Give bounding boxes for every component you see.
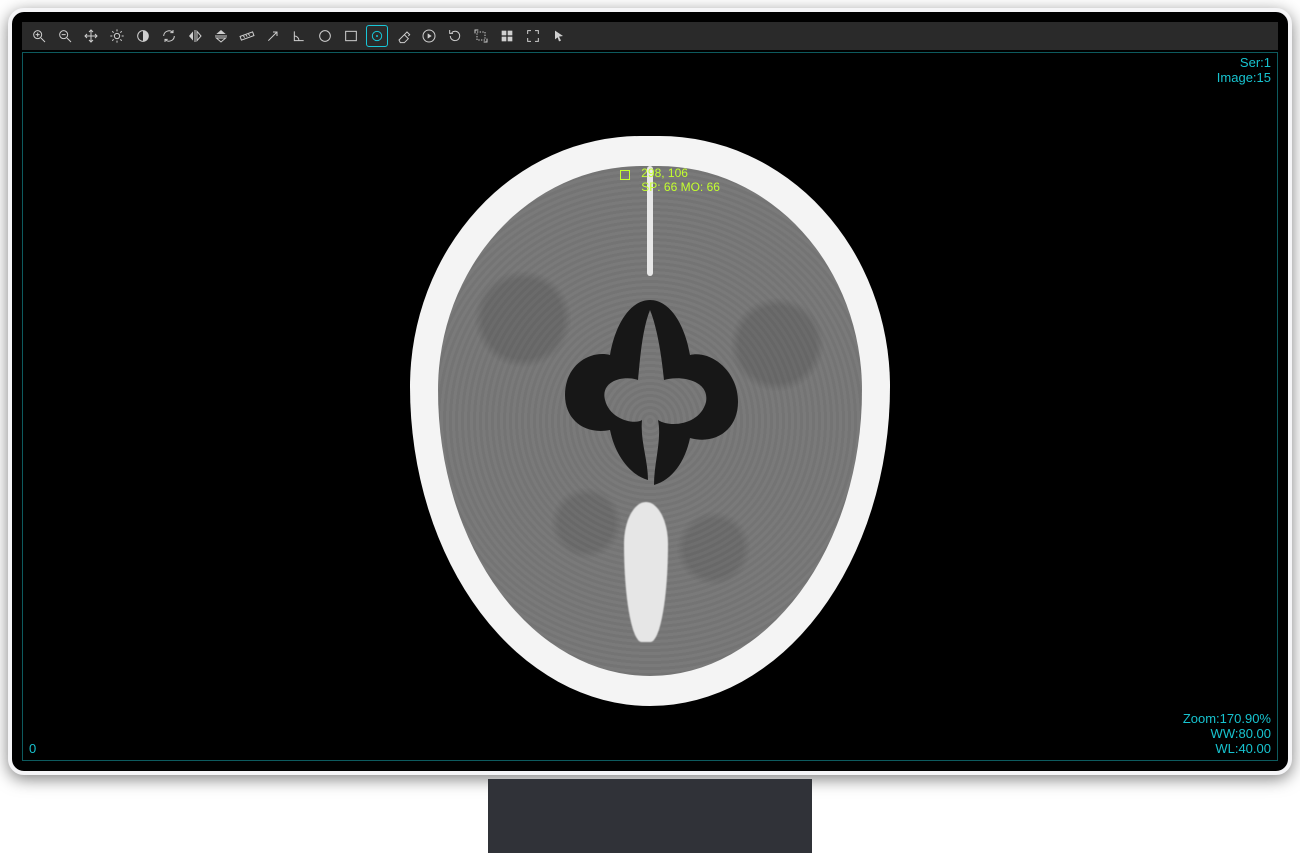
probe-readout: 298, 106 SP: 66 MO: 66 bbox=[641, 166, 720, 194]
layout-grid-icon[interactable] bbox=[496, 25, 518, 47]
rotate-ccw-icon[interactable] bbox=[444, 25, 466, 47]
overlay-top-right: Ser:1 Image:15 bbox=[1217, 55, 1271, 85]
probe-marker[interactable] bbox=[620, 170, 630, 180]
screen: 298, 106 SP: 66 MO: 66 Ser:1 Image:15 Zo… bbox=[22, 22, 1278, 761]
probe-coords: 298, 106 bbox=[641, 166, 688, 180]
ct-scan-image bbox=[410, 136, 890, 706]
refresh-icon[interactable] bbox=[158, 25, 180, 47]
angle-icon[interactable] bbox=[288, 25, 310, 47]
fullscreen-icon[interactable] bbox=[522, 25, 544, 47]
zoom-in-icon[interactable] bbox=[28, 25, 50, 47]
toolbar bbox=[22, 22, 1278, 50]
overlay-bottom-left: 0 bbox=[29, 741, 36, 756]
reset-icon[interactable] bbox=[470, 25, 492, 47]
brain-tissue bbox=[438, 166, 862, 676]
window-level-label: WL:40.00 bbox=[1183, 741, 1271, 756]
index-label: 0 bbox=[29, 741, 36, 756]
brightness-icon[interactable] bbox=[106, 25, 128, 47]
ellipse-icon[interactable] bbox=[314, 25, 336, 47]
arrow-annot-icon[interactable] bbox=[262, 25, 284, 47]
flip-vertical-icon[interactable] bbox=[184, 25, 206, 47]
ruler-icon[interactable] bbox=[236, 25, 258, 47]
zoom-label: Zoom:170.90% bbox=[1183, 711, 1271, 726]
contrast-icon[interactable] bbox=[132, 25, 154, 47]
pointer-icon[interactable] bbox=[548, 25, 570, 47]
ventricles bbox=[530, 280, 770, 510]
cine-icon[interactable] bbox=[418, 25, 440, 47]
flip-horizontal-icon[interactable] bbox=[210, 25, 232, 47]
rectangle-icon[interactable] bbox=[340, 25, 362, 47]
series-label: Ser:1 bbox=[1217, 55, 1271, 70]
zoom-out-icon[interactable] bbox=[54, 25, 76, 47]
monitor-stand bbox=[488, 779, 812, 853]
eraser-icon[interactable] bbox=[392, 25, 414, 47]
probe-values: SP: 66 MO: 66 bbox=[641, 180, 720, 194]
image-number-label: Image:15 bbox=[1217, 70, 1271, 85]
overlay-bottom-right: Zoom:170.90% WW:80.00 WL:40.00 bbox=[1183, 711, 1271, 756]
image-viewport[interactable]: 298, 106 SP: 66 MO: 66 Ser:1 Image:15 Zo… bbox=[22, 52, 1278, 761]
monitor-bezel: 298, 106 SP: 66 MO: 66 Ser:1 Image:15 Zo… bbox=[8, 8, 1292, 775]
hyperdense-region bbox=[624, 502, 668, 642]
probe-icon[interactable] bbox=[366, 25, 388, 47]
window-width-label: WW:80.00 bbox=[1183, 726, 1271, 741]
pan-icon[interactable] bbox=[80, 25, 102, 47]
